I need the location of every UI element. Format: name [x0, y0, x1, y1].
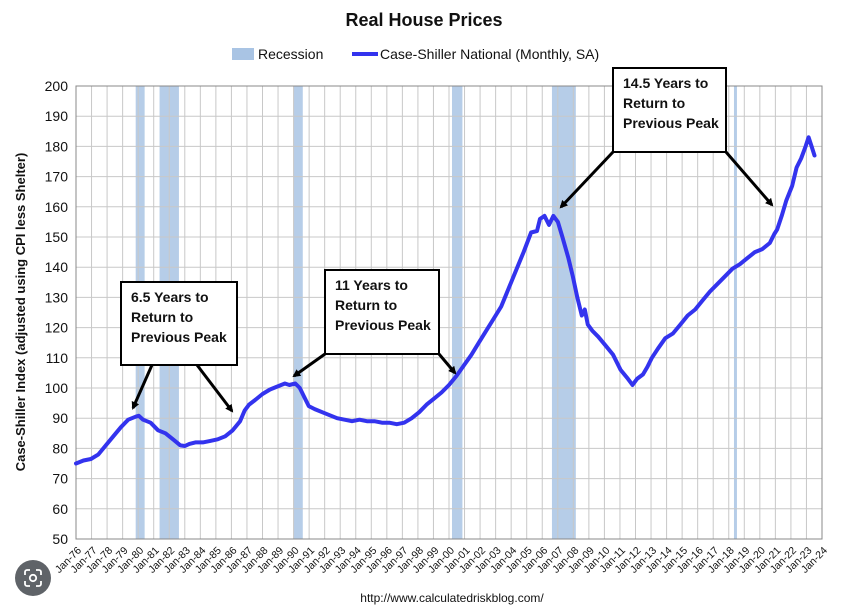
series-line-0	[74, 135, 817, 466]
x-tick-labels: Jan-76Jan-77Jan-78Jan-79Jan-80Jan-81Jan-…	[53, 544, 830, 575]
y-tick-label-150: 150	[45, 229, 69, 245]
annotation-text-1-2: Previous Peak	[335, 317, 431, 333]
legend: Recession Case-Shiller National (Monthly…	[232, 46, 599, 62]
y-tick-label-50: 50	[52, 531, 68, 547]
legend-label-recession: Recession	[258, 46, 323, 62]
y-tick-label-110: 110	[46, 350, 69, 366]
y-tick-label-90: 90	[52, 410, 68, 426]
y-tick-label-200: 200	[45, 78, 69, 94]
y-tick-label-140: 140	[45, 259, 69, 275]
recession-band-4	[551, 86, 576, 539]
legend-label-case-shiller: Case-Shiller National (Monthly, SA)	[380, 46, 599, 62]
chart-title: Real House Prices	[345, 10, 502, 30]
y-tick-label-130: 130	[45, 289, 69, 305]
annotation-text-0-2: Previous Peak	[131, 329, 227, 345]
annotation-text-2-2: Previous Peak	[623, 115, 719, 131]
annotation-arrow-1-1	[437, 353, 457, 375]
source-url[interactable]: http://www.calculatedriskblog.com/	[360, 591, 544, 605]
y-tick-label-180: 180	[45, 138, 69, 154]
y-tick-label-120: 120	[45, 320, 69, 336]
annotation-text-1-1: Return to	[335, 297, 397, 313]
y-tick-label-160: 160	[45, 199, 69, 215]
annotation-text-1-0: 11 Years to	[335, 277, 408, 293]
annotation-arrow-2-0	[559, 150, 615, 209]
y-tick-label-60: 60	[52, 501, 68, 517]
y-tick-label-190: 190	[45, 108, 69, 124]
annotation-arrow-2-1	[724, 151, 774, 207]
annotation-text-0-1: Return to	[131, 309, 193, 325]
annotation-1: 11 Years to Return to Previous Peak	[292, 269, 457, 378]
annotation-arrow-0-1	[195, 364, 234, 413]
annotation-arrow-1-0	[292, 352, 326, 378]
series-case-shiller	[74, 135, 817, 466]
annotation-text-2-0: 14.5 Years to	[623, 75, 708, 91]
annotation-2: 14.5 Years to Return to Previous Peak	[559, 67, 774, 209]
legend-swatch-recession	[232, 48, 254, 60]
y-tick-label-100: 100	[45, 380, 69, 396]
annotation-box-2	[612, 67, 727, 153]
annotation-box-1	[324, 269, 440, 355]
y-tick-label-70: 70	[52, 471, 68, 487]
annotation-0: 6.5 Years to Return to Previous Peak	[120, 281, 238, 413]
y-tick-labels: 50 60 70 80 90 100 110 120 130 140 150 160 170 180 190…	[45, 78, 69, 547]
lens-glyph-icon	[24, 569, 42, 587]
annotation-text-2-1: Return to	[623, 95, 685, 111]
annotation-arrow-0-0	[131, 364, 154, 410]
recession-band-5	[733, 86, 737, 539]
plot-area-border	[75, 85, 823, 540]
annotation-text-0-0: 6.5 Years to	[131, 289, 209, 305]
y-axis-label: Case-Shiller Index (adjusted using CPI l…	[13, 153, 28, 472]
annotation-box-0	[120, 281, 238, 366]
recession-band-3	[451, 86, 463, 539]
recession-band-2	[293, 86, 303, 539]
y-tick-label-170: 170	[45, 169, 69, 185]
google-lens-icon[interactable]	[15, 560, 51, 596]
y-tick-label-80: 80	[52, 440, 68, 456]
